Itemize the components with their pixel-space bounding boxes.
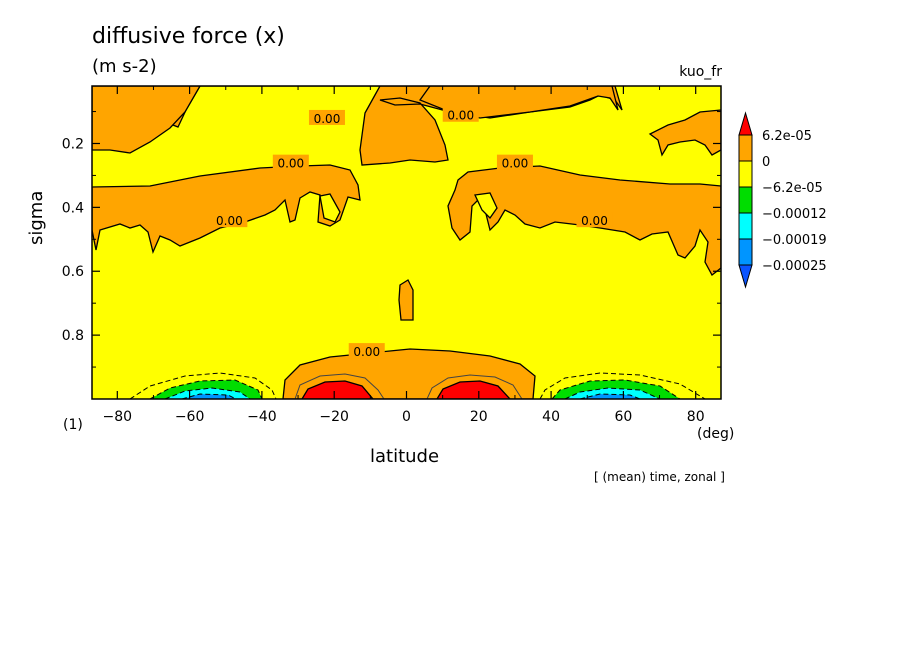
contour-label: 0.00 (353, 345, 380, 359)
contour-line-dome-inner-right (426, 374, 523, 399)
negative-lobe-left (129, 372, 277, 399)
contour-region-red-core-right (436, 380, 511, 399)
x-axis: −80 −60 −40 −20 0 20 40 60 80 (103, 86, 705, 425)
colorbar-bottom-arrow (738, 264, 753, 289)
x-axis-label: latitude (370, 446, 440, 467)
x-tick-label: −80 (103, 409, 133, 425)
contour-line-dome-inner-left (294, 373, 385, 399)
contour-label: 0.00 (581, 214, 608, 228)
contour-region-mid-left-hole (319, 193, 341, 223)
colorbar-segment (738, 212, 753, 240)
contour-label-bg (272, 154, 309, 170)
y-axis-label: sigma (26, 190, 47, 245)
y-tick-label: 0.4 (62, 200, 84, 216)
colorbar-top-arrow (738, 111, 753, 136)
contour-labels: 0.00 0.00 0.00 0.00 0.00 0.00 0.00 (211, 106, 613, 359)
colorbar-level-label: 6.2e-05 (762, 129, 812, 144)
y-tick-label: 0.2 (62, 136, 84, 152)
x-tick-label: 80 (687, 409, 705, 425)
contour-region-red-core-left (301, 380, 374, 399)
contour-region-top-left-edge (92, 86, 201, 154)
negative-lobe-right (539, 372, 706, 399)
chart-units: (m s-2) (92, 56, 157, 77)
colorbar-level-label: 0 (762, 155, 770, 170)
contour-plot-area (92, 86, 721, 399)
x-tick-label: 60 (614, 409, 632, 425)
contour-label: 0.00 (502, 157, 529, 171)
averaging-note: [ (mean) time, zonal ] (594, 470, 725, 484)
colorbar-segment (738, 238, 753, 266)
x-tick-label: 20 (470, 409, 488, 425)
colorbar-level-label: −0.00025 (762, 259, 827, 274)
contour-region-top-right-edge (648, 109, 721, 157)
colorbar-segment (738, 160, 753, 188)
x-tick-label: −40 (247, 409, 277, 425)
contour-label: 0.00 (447, 109, 474, 123)
contour-region-mid-left (92, 164, 361, 255)
contour-region-equator-patch (398, 279, 414, 321)
colorbar: 6.2e-05 0 −6.2e-05 −0.00012 −0.00019 −0.00025 (738, 111, 827, 289)
y-tick-label: 0.6 (62, 264, 84, 280)
x-axis-unit: (deg) (697, 426, 735, 442)
contour-label: 0.00 (314, 112, 341, 126)
contour-label-bg (348, 343, 385, 359)
y-tick-label: 0.8 (62, 328, 84, 344)
plot-index: (1) (63, 417, 83, 433)
colorbar-level-label: −0.00012 (762, 207, 827, 222)
chart-title: diffusive force (x) (92, 24, 285, 49)
x-tick-label: 40 (542, 409, 560, 425)
x-tick-label: 0 (402, 409, 411, 425)
contour-label-bg (211, 212, 248, 228)
contour-label-bg (308, 109, 345, 125)
colorbar-segment (738, 186, 753, 214)
colorbar-level-label: −6.2e-05 (762, 181, 823, 196)
contour-label: 0.00 (216, 214, 243, 228)
contour-label-bg (576, 212, 613, 228)
contour-label-bg (442, 106, 479, 122)
colorbar-segment (738, 134, 753, 162)
x-tick-label: −20 (319, 409, 349, 425)
contour-label: 0.00 (277, 157, 304, 171)
y-axis: 0.2 0.4 0.6 0.8 (62, 111, 721, 400)
contour-region-mid-right-hole (474, 192, 498, 220)
colorbar-level-label: −0.00019 (762, 233, 827, 248)
x-tick-label: −60 (175, 409, 205, 425)
contour-label-bg (496, 154, 533, 170)
variable-name: kuo_fr (679, 64, 722, 80)
